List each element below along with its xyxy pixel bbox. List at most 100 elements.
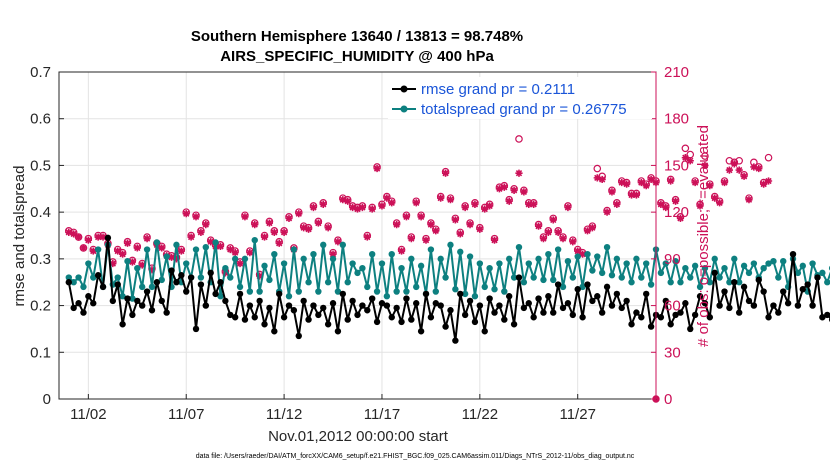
obs-evaluated-marker <box>520 188 528 196</box>
totalspread-marker <box>510 274 518 281</box>
rmse-marker <box>711 269 718 277</box>
data-file-footnote: data file: /Users/raeder/DAI/ATM_forcXX/… <box>196 453 635 460</box>
obs-evaluated-marker <box>192 213 200 221</box>
obs-evaluated-marker <box>510 186 518 194</box>
obs-evaluated-marker <box>730 160 738 168</box>
obs-evaluated-marker <box>70 230 78 238</box>
obs-evaluated-marker <box>451 216 459 224</box>
totalspread-marker <box>721 265 728 272</box>
obs-evaluated-marker <box>476 225 484 233</box>
x-tick-label: 11/27 <box>559 406 595 423</box>
obs-evaluated-marker <box>260 233 269 241</box>
rmse-marker <box>183 288 190 295</box>
obs-evaluated-marker <box>564 203 572 212</box>
totalspread-marker <box>461 290 469 298</box>
totalspread-marker <box>643 260 650 267</box>
rmse-marker <box>197 281 205 288</box>
totalspread-marker <box>246 288 254 295</box>
rmse-marker <box>540 309 547 316</box>
obs-evaluated-marker <box>285 214 293 222</box>
obs-possible-marker <box>735 156 743 165</box>
legend-box <box>388 77 652 119</box>
obs-evaluated-marker <box>363 233 371 241</box>
obs-evaluated-marker <box>182 210 190 218</box>
obs-evaluated-marker <box>172 255 181 263</box>
rmse-marker <box>315 311 322 319</box>
rmse-marker <box>329 300 337 307</box>
obs-evaluated-marker <box>241 213 249 221</box>
y-axis-right-label: # of obs: o=possible; *=evaluated <box>695 125 712 347</box>
obs-evaluated-marker <box>94 233 102 241</box>
totalspread-marker <box>824 279 830 286</box>
obs-evaluated-marker <box>79 244 88 252</box>
obs-evaluated-marker <box>432 227 440 235</box>
rmse-marker <box>584 281 591 288</box>
obs-evaluated-marker <box>525 200 533 208</box>
rmse-marker <box>682 300 689 307</box>
rmse-marker <box>109 297 117 305</box>
rmse-marker <box>657 314 665 321</box>
rmse-marker <box>251 314 258 321</box>
x-tick-label: 11/17 <box>364 406 400 423</box>
y-tick-label: 0.2 <box>30 298 51 315</box>
totalspread-marker <box>413 283 420 291</box>
rmse-marker <box>173 279 180 286</box>
totalspread-marker <box>701 265 709 272</box>
obs-evaluated-marker <box>559 235 567 243</box>
obs-evaluated-marker <box>89 247 97 255</box>
y-tick-label: 0.5 <box>30 157 51 174</box>
rmse-marker <box>413 300 420 307</box>
obs-evaluated-marker <box>65 228 73 236</box>
totalspread-marker <box>192 246 200 253</box>
obs-evaluated-marker <box>530 200 538 208</box>
totalspread-marker <box>378 260 386 267</box>
rmse-marker <box>760 288 767 295</box>
obs-evaluated-marker <box>197 228 205 236</box>
rmse-marker <box>202 302 210 309</box>
obs-evaluated-marker <box>226 245 234 254</box>
rmse-marker <box>378 300 386 307</box>
totalspread-marker <box>501 288 508 295</box>
obs-evaluated-marker <box>383 194 391 202</box>
totalspread-marker <box>80 283 87 291</box>
y-right-tick-label: 60 <box>664 298 681 315</box>
obs-evaluated-marker <box>373 164 381 173</box>
obs-evaluated-marker <box>686 157 694 165</box>
rmse-marker <box>554 281 562 288</box>
rmse-marker <box>515 274 523 281</box>
rmse-marker <box>334 328 342 335</box>
obs-evaluated-marker <box>270 228 278 236</box>
rmse-marker <box>510 321 518 328</box>
totalspread-marker <box>134 265 141 272</box>
rmse-marker <box>716 302 723 309</box>
obs-evaluated-marker <box>251 221 259 229</box>
obs-evaluated-marker <box>613 200 621 208</box>
rmse-marker <box>824 311 830 319</box>
totalspread-marker <box>256 288 263 295</box>
obs-evaluated-marker <box>368 205 376 213</box>
obs-evaluated-marker <box>207 238 215 246</box>
legend-rmse-marker <box>400 85 408 93</box>
rmse-marker <box>794 302 802 309</box>
y-right-tick-label: 0 <box>664 391 672 408</box>
rmse-marker <box>241 316 249 323</box>
obs-evaluated-marker <box>349 203 357 212</box>
rmse-marker <box>613 290 621 298</box>
x-tick-label: 11/22 <box>462 406 498 423</box>
rmse-marker <box>271 328 278 335</box>
obs-evaluated-marker <box>740 172 748 180</box>
rmse-marker <box>339 290 347 298</box>
totalspread-marker <box>295 288 302 295</box>
totalspread-marker <box>280 260 288 267</box>
totalspread-marker <box>745 269 753 277</box>
totalspread-marker <box>496 260 503 267</box>
obs-evaluated-marker <box>539 235 548 243</box>
totalspread-marker <box>559 283 567 291</box>
obs-evaluated-marker <box>481 205 489 213</box>
obs-evaluated-marker <box>549 216 557 224</box>
obs-evaluated-marker <box>569 238 577 246</box>
obs-evaluated-marker <box>505 197 513 205</box>
totalspread-marker <box>564 257 572 265</box>
y-tick-label: 0.6 <box>30 111 51 128</box>
rmse-marker <box>153 279 161 286</box>
